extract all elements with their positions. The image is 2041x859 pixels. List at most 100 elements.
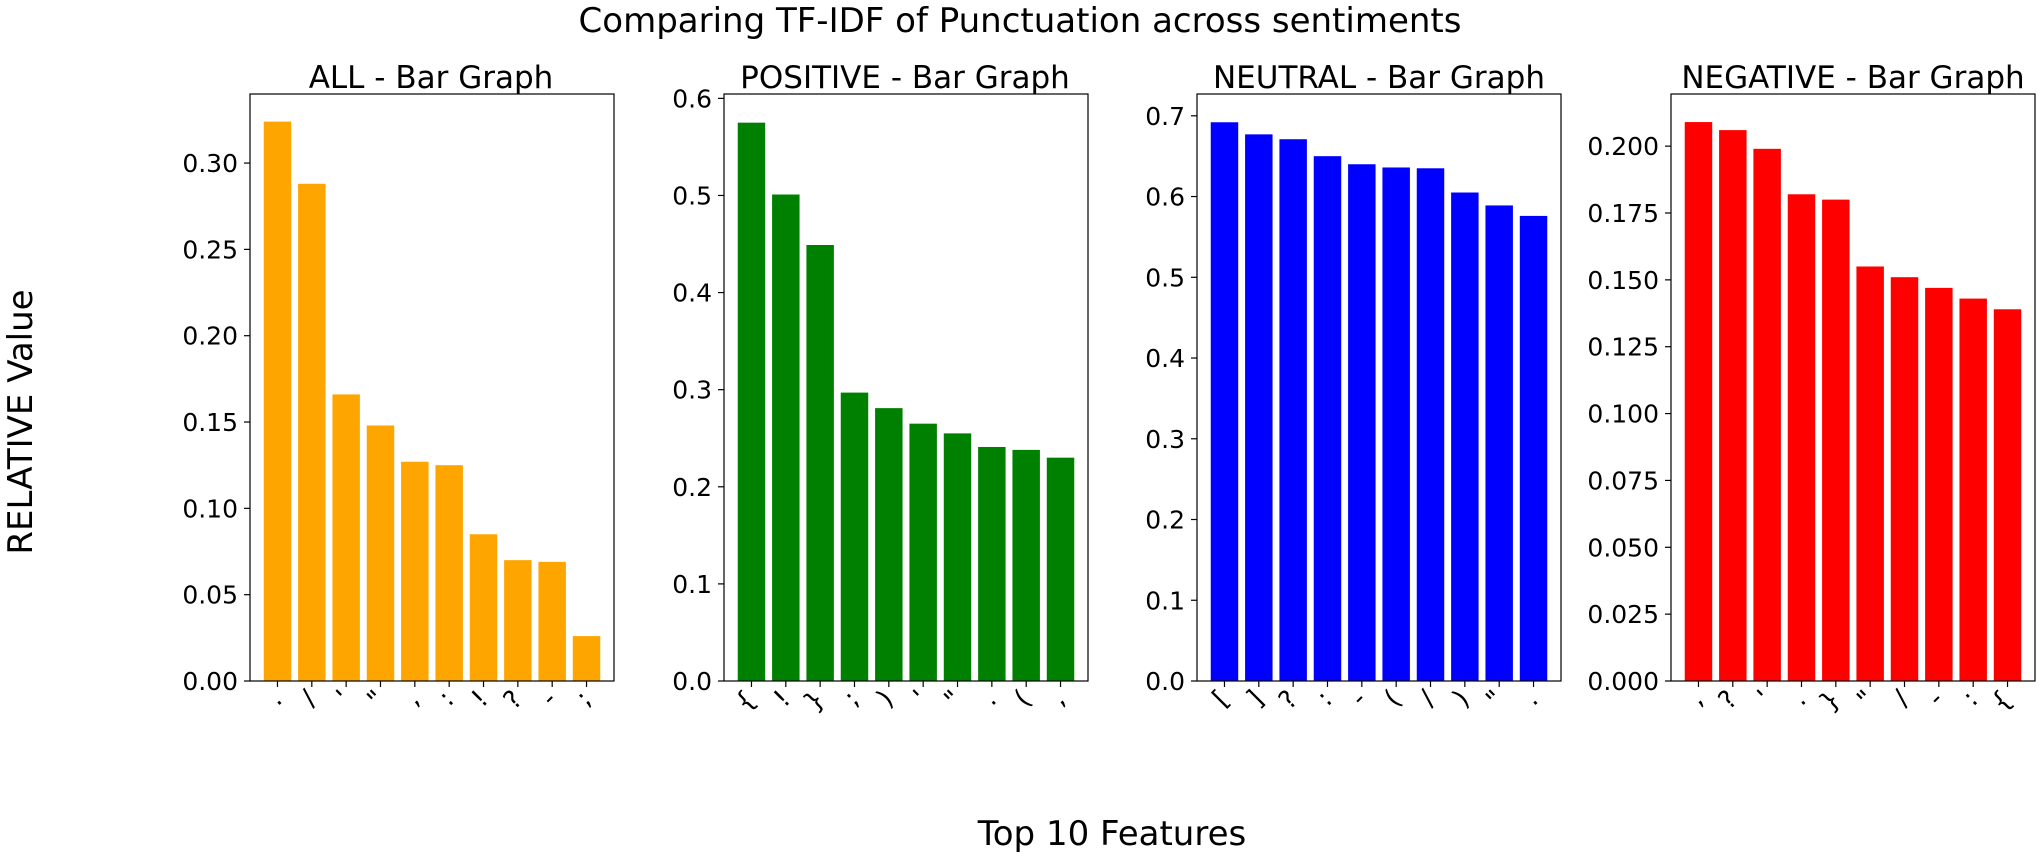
y-tick-label: 0.4	[672, 279, 712, 308]
y-tick-label: 0.2	[1145, 506, 1185, 535]
x-tick-label: ?	[1273, 685, 1304, 716]
bar	[435, 465, 463, 681]
x-tick-label: '	[1752, 685, 1778, 711]
x-axis: ,? '.} " / -:{	[1682, 681, 2018, 718]
x-tick-label: '	[908, 685, 934, 711]
y-tick-label: 0.200	[1587, 132, 1659, 161]
x-tick-label: ?	[498, 685, 529, 716]
y-tick-label: 0.0	[672, 667, 712, 696]
y-tick-label: 0.1	[1145, 586, 1185, 615]
bar	[298, 183, 326, 681]
y-axis: 0.0 0.1 0.2 0.3 0.4 0.5 0.6	[672, 84, 724, 696]
x-tick-label: -	[1922, 685, 1950, 713]
x-tick-label: }	[798, 685, 831, 718]
x-tick-label: ,	[1044, 685, 1071, 712]
subplot-title: NEGATIVE - Bar Graph	[1681, 60, 2024, 96]
y-tick-label: 0.075	[1587, 466, 1659, 495]
y-axis: 0.0 0.1 0.2 0.3 0.4 0.5 0.6 0.7	[1145, 102, 1197, 696]
bar	[1890, 277, 1919, 681]
y-tick-label: 0.4	[1145, 344, 1185, 373]
y-tick-label: 0.20	[182, 322, 238, 351]
x-tick-label: ;	[838, 685, 865, 712]
figure-ylabel: RELATIVE Value	[1, 289, 41, 554]
bar	[1279, 139, 1307, 682]
bar	[1822, 199, 1850, 681]
axes-frame	[723, 93, 1089, 682]
bar	[1959, 298, 1987, 681]
x-tick-label: }	[1814, 685, 1847, 718]
bar	[538, 561, 566, 681]
bar	[772, 194, 800, 681]
bar	[943, 433, 972, 681]
y-tick-label: 0.7	[1145, 102, 1185, 131]
bar	[875, 408, 903, 681]
bar	[1313, 156, 1342, 682]
bar	[1451, 192, 1479, 681]
x-tick-label: .	[1517, 685, 1544, 712]
x-tick-label: :	[1311, 685, 1338, 712]
x-tick-label: :	[433, 685, 460, 712]
x-tick-label: ]	[1241, 685, 1269, 713]
y-tick-label: 0.3	[1145, 425, 1185, 454]
bar	[806, 245, 834, 681]
subplot-all: ALL - Bar Graph 0.00 0.05 0.10 0.15 0.20 0.25…	[182, 60, 615, 716]
axes-frame	[1196, 93, 1562, 682]
y-tick-label: 0.05	[182, 581, 238, 610]
bar	[1348, 164, 1376, 681]
bar	[1753, 148, 1781, 681]
x-tick-label: )	[871, 685, 899, 713]
x-tick-label: (	[1379, 685, 1407, 713]
y-tick-label: 0.5	[1145, 263, 1185, 292]
x-tick-label: "	[362, 685, 392, 715]
x-tick-label: "	[1480, 685, 1510, 715]
bar	[469, 534, 498, 681]
y-tick-label: 0.5	[672, 181, 712, 210]
bar	[332, 394, 360, 681]
x-tick-label: .	[261, 685, 288, 712]
bar	[1245, 134, 1273, 681]
bar	[978, 446, 1006, 681]
y-tick-label: 0.00	[182, 667, 238, 696]
figure-xlabel: Top 10 Features	[977, 814, 1246, 854]
y-axis: 0.000 0.025 0.050 0.075 0.100 0.125 0.150 0.175…	[1587, 132, 1671, 696]
x-tick-label: .	[976, 685, 1003, 712]
x-tick-label: {	[1986, 685, 2019, 718]
y-tick-label: 0.6	[672, 84, 712, 113]
bar	[1210, 122, 1239, 681]
bar	[909, 423, 937, 681]
x-axis: {!};) ' ".(,	[730, 681, 1071, 718]
axes-frame	[249, 93, 615, 682]
subplot-title: ALL - Bar Graph	[309, 60, 554, 96]
x-tick-label: "	[1851, 685, 1881, 715]
y-tick-label: 0.10	[182, 494, 238, 523]
x-tick-label: !	[466, 685, 495, 714]
figure-title: Comparing TF-IDF of Punctuation across s…	[579, 1, 1462, 41]
bar	[504, 560, 532, 681]
x-tick-label: /	[1414, 685, 1442, 713]
x-tick-label: ,	[1682, 685, 1709, 712]
x-tick-label: {	[730, 685, 763, 718]
x-tick-label: ;	[570, 685, 597, 712]
y-tick-label: 0.100	[1587, 400, 1659, 429]
bar	[1856, 266, 1884, 681]
y-tick-label: 0.0	[1145, 667, 1185, 696]
y-tick-label: 0.1	[672, 570, 712, 599]
bar	[1416, 168, 1445, 681]
y-tick-label: 0.050	[1587, 533, 1659, 562]
bar	[1993, 309, 2022, 681]
bar	[1382, 167, 1410, 682]
x-tick-label: ,	[399, 685, 426, 712]
bar	[401, 461, 429, 681]
x-tick-label: (	[1009, 685, 1037, 713]
y-tick-label: 0.6	[1145, 183, 1185, 212]
bar	[1046, 457, 1075, 681]
axes-frame	[1670, 93, 2036, 682]
x-tick-label: :	[1957, 685, 1984, 712]
x-tick-label: '	[331, 685, 357, 711]
x-tick-label: )	[1447, 685, 1475, 713]
y-tick-label: 0.175	[1587, 199, 1659, 228]
bar	[1485, 205, 1513, 681]
bar	[1925, 287, 1953, 681]
bar	[1787, 194, 1816, 681]
